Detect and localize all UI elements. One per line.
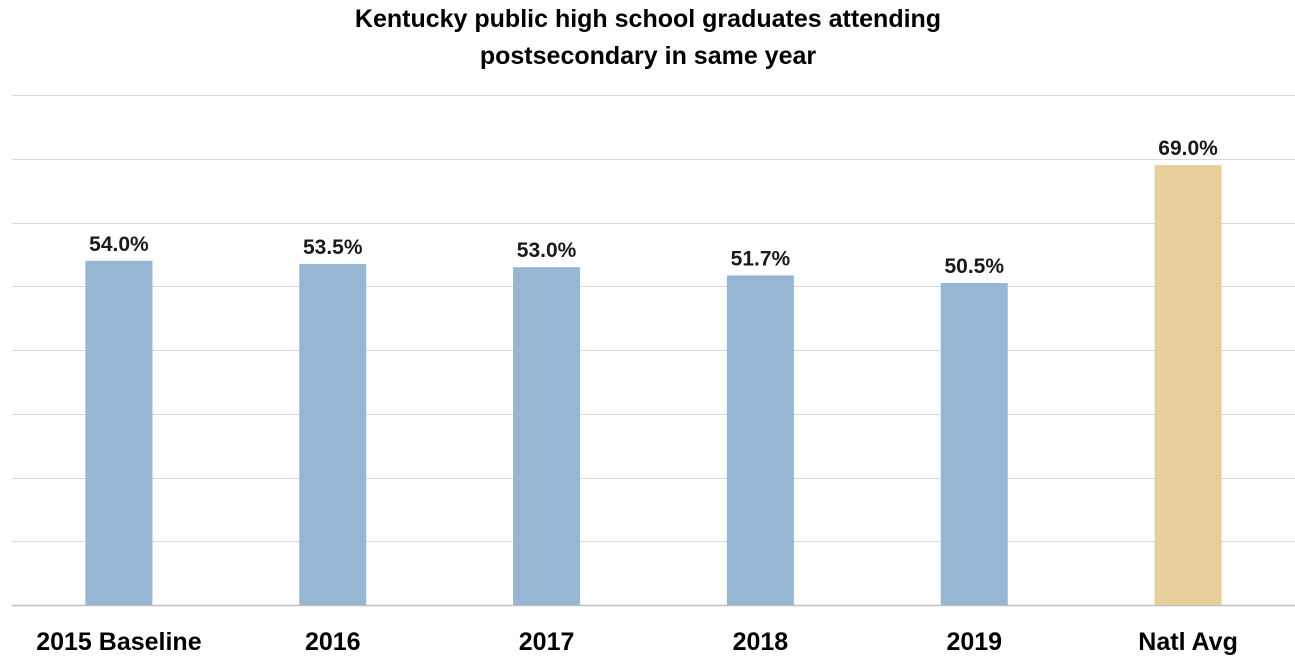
bar: [940, 283, 1008, 605]
bar-value-label: 50.5%: [944, 255, 1004, 278]
chart-title-line-1: Kentucky public high school graduates at…: [355, 5, 941, 33]
value-labels: 54.0% 53.5% 53.0% 51.7% 50.5% 69.0%: [89, 137, 1218, 278]
bar-value-label: 53.5%: [303, 236, 363, 259]
x-tick-label: 2018: [733, 628, 789, 656]
x-tick-label: 2016: [305, 628, 361, 656]
bar-value-label: 51.7%: [731, 247, 791, 270]
bar-value-label: 69.0%: [1158, 137, 1218, 160]
bar-value-label: 53.0%: [517, 239, 577, 262]
x-tick-label: 2019: [946, 628, 1002, 656]
gridlines: [12, 95, 1295, 607]
bar: [299, 263, 367, 605]
x-tick-label: 2015 Baseline: [36, 628, 201, 656]
x-tick-label: Natl Avg: [1138, 628, 1238, 656]
chart-title-line-2: postsecondary in same year: [480, 42, 817, 70]
bar-value-label: 54.0%: [89, 233, 149, 256]
bar: [1154, 165, 1222, 605]
x-tick-label: 2017: [519, 628, 575, 656]
bar: [513, 267, 581, 605]
bar: [726, 275, 794, 605]
bar: [85, 260, 153, 605]
x-axis-tick-labels: 2015 Baseline 2016 2017 2018 2019 Natl Avg: [36, 628, 1238, 656]
bars: [85, 165, 1222, 605]
